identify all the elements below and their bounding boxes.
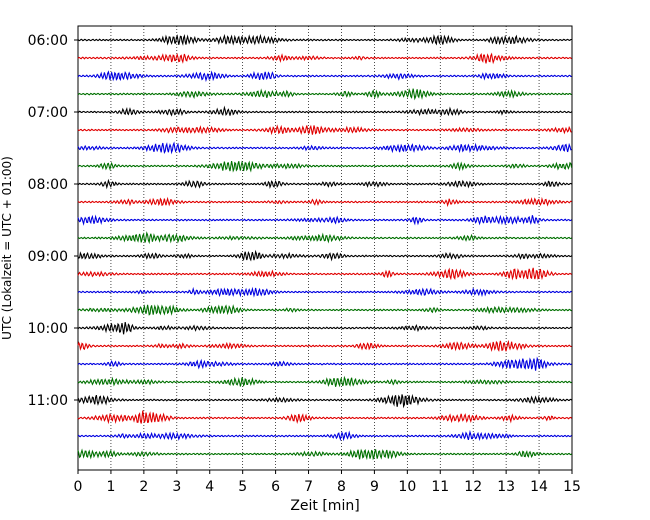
grid-lines [110,26,540,470]
plot-frame [77,25,573,471]
trace-24 [77,448,572,461]
trace-14 [77,267,572,281]
y-axis-label: UTC (Lokalzeit = UTC + 01:00) [0,156,14,340]
trace-23 [77,429,572,442]
trace-7 [77,141,572,155]
trace-4 [77,88,572,101]
x-tick-label: 14 [530,479,548,495]
trace-11 [77,214,572,226]
x-tick-label: 7 [304,479,313,495]
x-tick-label: 9 [370,479,379,495]
y-axis-ticks: 06:00 07:00 08:00 09:00 10:00 11:00 [28,33,78,409]
trace-13 [77,249,572,262]
x-tick-label: 11 [431,479,449,495]
trace-3 [77,70,572,83]
trace-15 [77,286,572,298]
trace-2 [77,52,572,65]
y-tick-label: 07:00 [28,105,68,121]
trace-16 [77,304,572,316]
x-axis-label: Zeit [min] [290,498,359,514]
x-tick-label: 8 [337,479,346,495]
x-tick-label: 6 [271,479,280,495]
trace-9 [77,178,572,190]
x-tick-label: 1 [106,479,115,495]
x-tick-label: 10 [398,479,416,495]
x-tick-label: 3 [172,479,181,495]
trace-5 [77,105,572,117]
x-tick-label: 0 [74,479,83,495]
x-tick-label: 12 [464,479,482,495]
trace-17 [77,321,572,335]
y-tick-label: 11:00 [28,393,68,409]
x-tick-label: 15 [563,479,581,495]
trace-20 [77,375,572,388]
trace-18 [77,339,572,352]
seismic-traces [77,33,573,461]
trace-19 [77,356,572,371]
trace-6 [77,124,572,136]
x-tick-label: 5 [238,479,247,495]
trace-8 [77,160,573,173]
y-tick-label: 06:00 [28,33,68,49]
x-axis-ticks: 0 1 2 3 4 5 6 7 8 9 10 11 12 13 14 15 [74,470,581,495]
y-tick-label: 08:00 [28,177,68,193]
trace-21 [77,393,572,409]
trace-10 [77,196,572,208]
x-tick-label: 4 [205,479,214,495]
y-tick-label: 09:00 [28,249,68,265]
x-tick-label: 13 [497,479,515,495]
trace-22 [77,410,573,425]
trace-1 [77,33,572,46]
y-tick-label: 10:00 [28,321,68,337]
x-tick-label: 2 [139,479,148,495]
trace-12 [77,231,572,245]
